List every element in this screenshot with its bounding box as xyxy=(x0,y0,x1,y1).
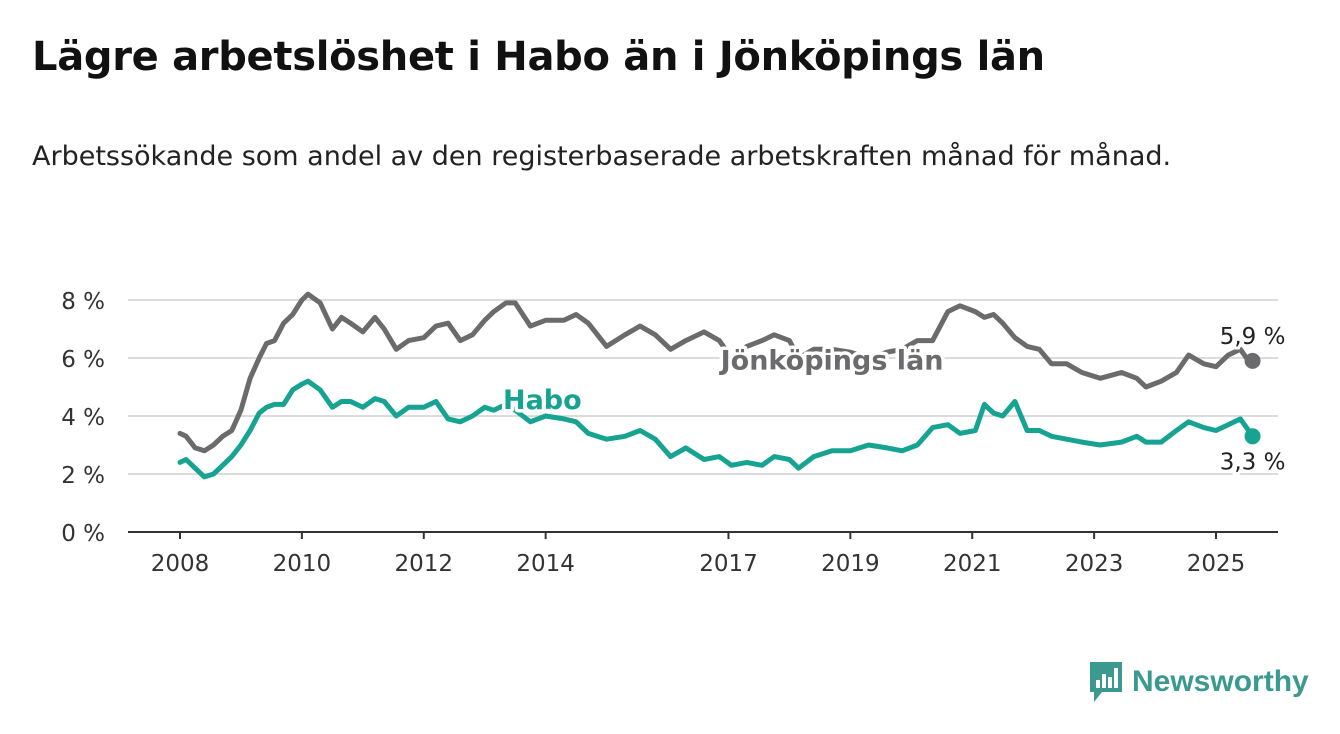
chart-subtitle: Arbetssökande som andel av den registerb… xyxy=(32,141,1172,172)
x-tick-label: 2025 xyxy=(1187,551,1246,577)
y-axis: 0 % 2 % 4 % 6 % 8 % xyxy=(61,289,105,547)
brand-name: Newsworthy xyxy=(1132,665,1309,698)
end-point-jonkopings-lan xyxy=(1244,352,1261,369)
end-point-habo xyxy=(1244,428,1261,445)
series-labels: Jönköpings län Habo 5,9 % 3,3 % xyxy=(499,321,1288,478)
x-tick-label: 2012 xyxy=(394,551,453,577)
end-value-label-jonkopings-lan: 5,9 % xyxy=(1220,324,1286,350)
chart-title: Lägre arbetslöshet i Habo än i Jönköping… xyxy=(32,34,1045,80)
series-lines xyxy=(177,291,1261,480)
y-tick-label: 4 % xyxy=(61,405,105,431)
series-line-jonkopings-lan xyxy=(177,291,1256,454)
x-tick-label: 2023 xyxy=(1065,551,1124,577)
bar-chart-speech-bubble-icon xyxy=(1090,662,1122,702)
series-label-jonkopings-lan: Jönköpings län xyxy=(719,346,944,377)
series-label-habo: Habo xyxy=(503,385,582,416)
line-chart: 0 % 2 % 4 % 6 % 8 % 2008 2010 2012 2014 2017 2019… xyxy=(61,289,1288,577)
y-tick-label: 2 % xyxy=(61,463,105,489)
x-axis: 2008 2010 2012 2014 2017 2019 2021 2023 2025 xyxy=(128,531,1278,577)
x-tick-label: 2019 xyxy=(821,551,880,577)
y-tick-label: 8 % xyxy=(61,289,105,315)
newsworthy-logo: Newsworthy xyxy=(1088,660,1309,704)
x-tick-label: 2017 xyxy=(699,551,758,577)
x-tick-label: 2021 xyxy=(943,551,1002,577)
end-value-label-habo: 3,3 % xyxy=(1220,449,1286,475)
y-tick-label: 0 % xyxy=(61,521,105,547)
x-tick-label: 2014 xyxy=(516,551,575,577)
x-tick-label: 2010 xyxy=(273,551,332,577)
y-tick-label: 6 % xyxy=(61,347,105,373)
series-line-habo xyxy=(177,378,1256,480)
x-tick-label: 2008 xyxy=(151,551,210,577)
